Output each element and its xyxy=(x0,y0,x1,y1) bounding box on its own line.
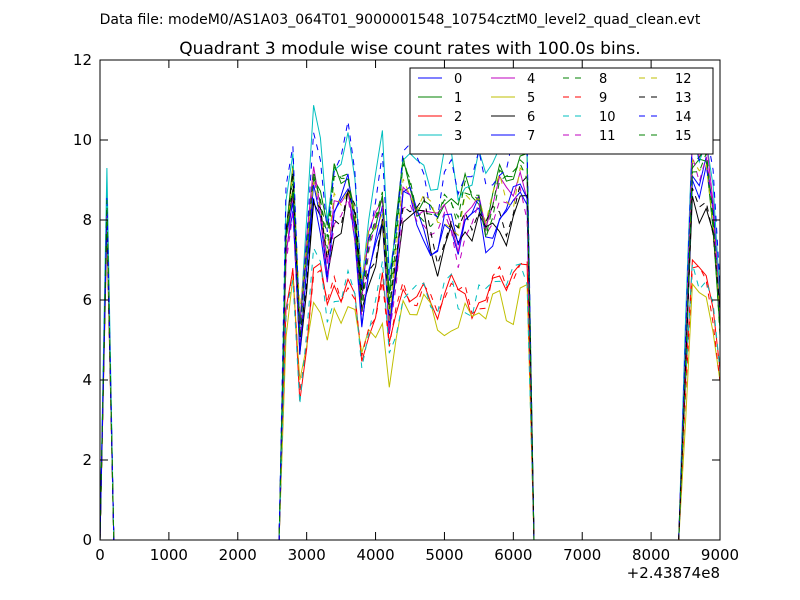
x-tick-label: 2000 xyxy=(219,546,257,564)
y-tick-label: 10 xyxy=(73,131,92,149)
x-tick-label: 4000 xyxy=(356,546,394,564)
legend-label: 1 xyxy=(454,91,462,106)
legend-label: 10 xyxy=(599,110,616,125)
y-tick-label: 8 xyxy=(82,211,92,229)
x-tick-label: 1000 xyxy=(150,546,188,564)
series-line-12 xyxy=(100,158,720,540)
series-line-11 xyxy=(100,155,720,540)
series-line-7 xyxy=(100,165,720,540)
x-tick-label: 6000 xyxy=(494,546,532,564)
series-line-14 xyxy=(100,121,720,540)
series-line-6 xyxy=(100,189,720,540)
series-line-4 xyxy=(100,139,720,540)
legend-label: 6 xyxy=(527,110,535,125)
legend-label: 14 xyxy=(675,110,692,125)
legend-label: 15 xyxy=(675,129,692,144)
chart-title: Quadrant 3 module wise count rates with … xyxy=(179,39,640,59)
series-line-1 xyxy=(100,152,720,540)
series-line-9 xyxy=(100,215,720,540)
series-line-8 xyxy=(100,147,720,540)
x-tick-label: 9000 xyxy=(701,546,739,564)
x-tick-label: 5000 xyxy=(425,546,463,564)
series-line-15 xyxy=(100,153,720,540)
x-tick-label: 0 xyxy=(95,546,105,564)
legend-label: 0 xyxy=(454,72,462,87)
legend-label: 9 xyxy=(599,91,607,106)
legend-label: 11 xyxy=(599,129,616,144)
legend-label: 12 xyxy=(675,72,692,87)
legend-label: 4 xyxy=(527,72,535,87)
data-file-header: Data file: modeM0/AS1A03_064T01_90000015… xyxy=(100,12,701,28)
y-tick-label: 2 xyxy=(82,451,92,469)
x-tick-label: 7000 xyxy=(563,546,601,564)
y-tick-label: 12 xyxy=(73,51,92,69)
series-lines xyxy=(100,105,720,540)
x-tick-label: 3000 xyxy=(288,546,326,564)
series-line-13 xyxy=(100,171,720,540)
x-axis: 0 1000 2000 3000 4000 5000 6000 7000 8000 9000 xyxy=(95,60,739,564)
x-offset-label: +2.43874e8 xyxy=(627,564,720,582)
legend-label: 13 xyxy=(675,91,692,106)
series-line-0 xyxy=(100,156,720,540)
legend-label: 8 xyxy=(599,72,607,87)
series-line-3 xyxy=(100,105,720,540)
legend-box xyxy=(409,67,714,155)
legend-label: 5 xyxy=(527,91,535,106)
series-line-5 xyxy=(100,223,720,540)
y-tick-label: 6 xyxy=(82,291,92,309)
legend-label: 3 xyxy=(454,129,462,144)
legend-label: 7 xyxy=(527,129,535,144)
legend-label: 2 xyxy=(454,110,462,125)
y-tick-label: 0 xyxy=(82,531,92,549)
y-tick-label: 4 xyxy=(82,371,92,389)
series-line-10 xyxy=(100,203,720,540)
series-line-2 xyxy=(100,227,720,540)
x-tick-label: 8000 xyxy=(632,546,670,564)
